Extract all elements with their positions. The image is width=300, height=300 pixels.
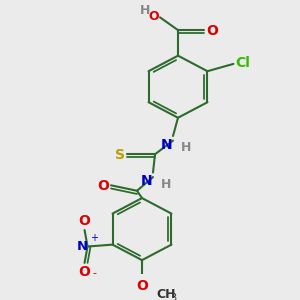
Text: H: H <box>140 4 150 16</box>
Text: O: O <box>148 10 159 23</box>
Text: Cl: Cl <box>236 56 250 70</box>
Text: H: H <box>181 142 191 154</box>
Text: H: H <box>161 178 171 191</box>
Text: +: + <box>90 233 98 243</box>
Text: O: O <box>79 214 91 228</box>
Text: -: - <box>93 268 97 278</box>
Text: O: O <box>206 24 218 38</box>
Text: O: O <box>79 265 91 279</box>
Text: N: N <box>140 174 152 188</box>
Text: O: O <box>136 279 148 293</box>
Text: CH: CH <box>156 287 176 300</box>
Text: O: O <box>97 179 109 193</box>
Text: N: N <box>76 240 88 253</box>
Text: N: N <box>160 138 172 152</box>
Text: S: S <box>115 148 125 162</box>
Text: 3: 3 <box>170 293 176 300</box>
